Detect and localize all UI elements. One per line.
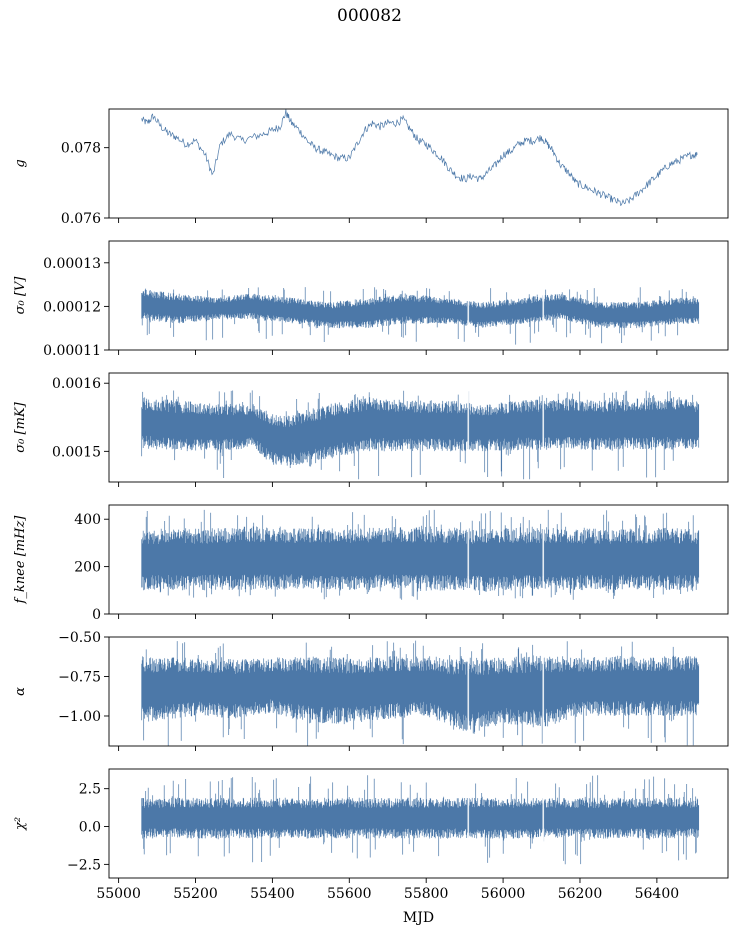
panel-2: 0.00011 0.00012 0.00013 σ₀ [V] [13, 240, 729, 359]
y-tick-label: 0.00011 [43, 343, 101, 359]
panel-4: 0 200 400 f_knee [mHz] [13, 504, 729, 623]
data-band [141, 509, 700, 600]
series-line [141, 637, 700, 746]
y-axis-label: f_knee [mHz] [13, 515, 28, 605]
series-line [141, 769, 700, 878]
y-axis-label: σ₀ [mK] [13, 401, 28, 452]
y-tick-label: 2.5 [79, 782, 101, 798]
data-gap [542, 241, 545, 350]
data-gap [467, 505, 470, 614]
y-axis-label: χ² [13, 817, 28, 831]
x-tick-label: 55400 [250, 886, 295, 902]
y-tick-label: −2.5 [67, 857, 101, 873]
y-axis-label: α [13, 687, 28, 696]
x-axis-label: MJD [403, 910, 434, 926]
y-tick-label: 400 [74, 512, 101, 528]
y-tick-label: −0.75 [58, 669, 101, 685]
axes-frame [108, 504, 729, 615]
y-tick-label: −1.00 [58, 709, 101, 725]
data-gap [467, 637, 470, 746]
data-gap [542, 769, 545, 878]
data-gap [467, 373, 470, 482]
x-tick-label: 56200 [558, 886, 603, 902]
x-tick-label: 55600 [327, 886, 372, 902]
axes-frame [108, 240, 729, 351]
data-band [141, 390, 700, 480]
data-band [141, 775, 700, 865]
y-axis-label: σ₀ [V] [13, 276, 28, 315]
data-line [141, 109, 698, 207]
axes-frame [108, 108, 729, 219]
series-line [141, 241, 700, 350]
axes-frame [108, 636, 729, 747]
y-tick-label: 0.0015 [52, 444, 101, 460]
series-line [141, 505, 700, 614]
panel-5: −0.50 −0.75 −1.00 α [13, 630, 729, 751]
panel-1: 0.076 0.078 g [13, 108, 729, 227]
y-axis-label: g [13, 159, 28, 167]
y-tick-label: 0.0016 [52, 376, 101, 392]
data-gap [542, 505, 545, 614]
y-tick-label: 0.078 [61, 141, 101, 157]
figure-title: 000082 [337, 6, 402, 26]
x-tick-label: 56000 [481, 886, 526, 902]
x-tick-label: 55200 [173, 886, 218, 902]
x-tick-label: 56400 [635, 886, 680, 902]
data-gap [542, 637, 545, 746]
y-tick-label: 0.0 [79, 820, 101, 836]
data-band [141, 287, 700, 345]
y-tick-label: 0.00012 [43, 299, 101, 315]
y-tick-label: −0.50 [58, 630, 101, 646]
y-tick-label: 200 [74, 560, 101, 576]
y-tick-label: 0 [92, 607, 101, 623]
data-gap [542, 373, 545, 482]
series-line [141, 109, 698, 207]
y-tick-label: 0.00013 [43, 256, 101, 272]
panel-6: 2.5 0.0 −2.5 55000 55200 55400 55600 55800 56000… [13, 768, 729, 902]
series-line [141, 373, 700, 482]
x-tick-label: 55800 [404, 886, 449, 902]
data-gap [467, 769, 470, 878]
data-gap [467, 241, 470, 350]
panel-3: 0.0015 0.0016 σ₀ [mK] [13, 372, 729, 487]
y-tick-label: 0.076 [61, 211, 101, 227]
axes-frame [108, 372, 729, 483]
data-band [141, 640, 700, 746]
axes-frame [108, 768, 729, 879]
x-tick-label: 55000 [96, 886, 141, 902]
